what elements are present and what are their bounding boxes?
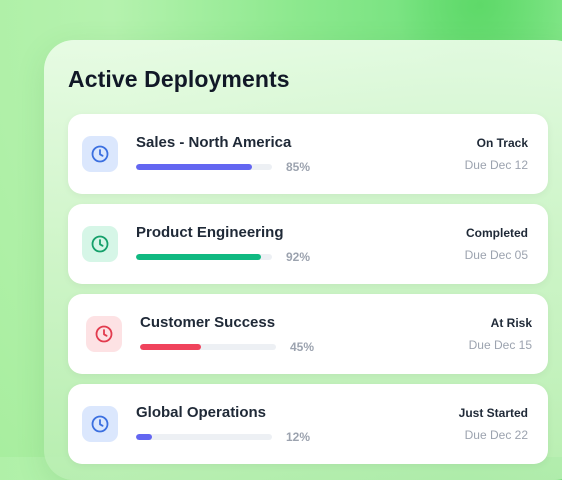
progress-bar-fill bbox=[136, 434, 153, 440]
status-label: Completed bbox=[465, 226, 528, 240]
due-date: Due Dec 05 bbox=[464, 248, 528, 262]
clock-icon bbox=[82, 136, 118, 172]
status-label: Just Started bbox=[458, 406, 528, 420]
deployment-name: Global Operations bbox=[136, 404, 267, 421]
deployment-card-customer-success[interactable]: Customer Success 45% At Risk Due Dec 15 bbox=[68, 294, 548, 374]
progress-bar-fill bbox=[136, 164, 252, 170]
active-deployments-panel: Active Deployments Sales - North America… bbox=[44, 40, 562, 480]
deployment-name: Sales - North America bbox=[136, 134, 292, 151]
panel-title: Active Deployments bbox=[68, 66, 290, 92]
clock-icon bbox=[86, 316, 122, 352]
progress-bar bbox=[136, 434, 272, 440]
deployment-card-sales-north-america[interactable]: Sales - North America 85% On Track Due D… bbox=[68, 114, 548, 194]
deployment-card-product-engineering[interactable]: Product Engineering 92% Completed Due De… bbox=[68, 204, 548, 284]
status-label: On Track bbox=[476, 136, 528, 150]
progress-bar-fill bbox=[140, 344, 202, 350]
due-date: Due Dec 22 bbox=[464, 428, 528, 442]
due-date: Due Dec 15 bbox=[468, 338, 532, 352]
progress-percent: 85% bbox=[286, 160, 311, 174]
deployment-name: Product Engineering bbox=[136, 224, 284, 241]
clock-icon bbox=[82, 406, 118, 442]
progress-bar bbox=[136, 164, 272, 170]
clock-icon bbox=[82, 226, 118, 262]
progress-bar bbox=[136, 254, 272, 260]
progress-bar-fill bbox=[136, 254, 262, 260]
deployment-card-global-operations[interactable]: Global Operations 12% Just Started Due D… bbox=[68, 384, 548, 464]
progress-percent: 12% bbox=[286, 430, 311, 444]
progress-percent: 45% bbox=[290, 340, 315, 354]
status-label: At Risk bbox=[490, 316, 532, 330]
progress-bar bbox=[140, 344, 276, 350]
due-date: Due Dec 12 bbox=[464, 158, 528, 172]
progress-percent: 92% bbox=[286, 250, 311, 264]
deployment-name: Customer Success bbox=[140, 314, 276, 331]
